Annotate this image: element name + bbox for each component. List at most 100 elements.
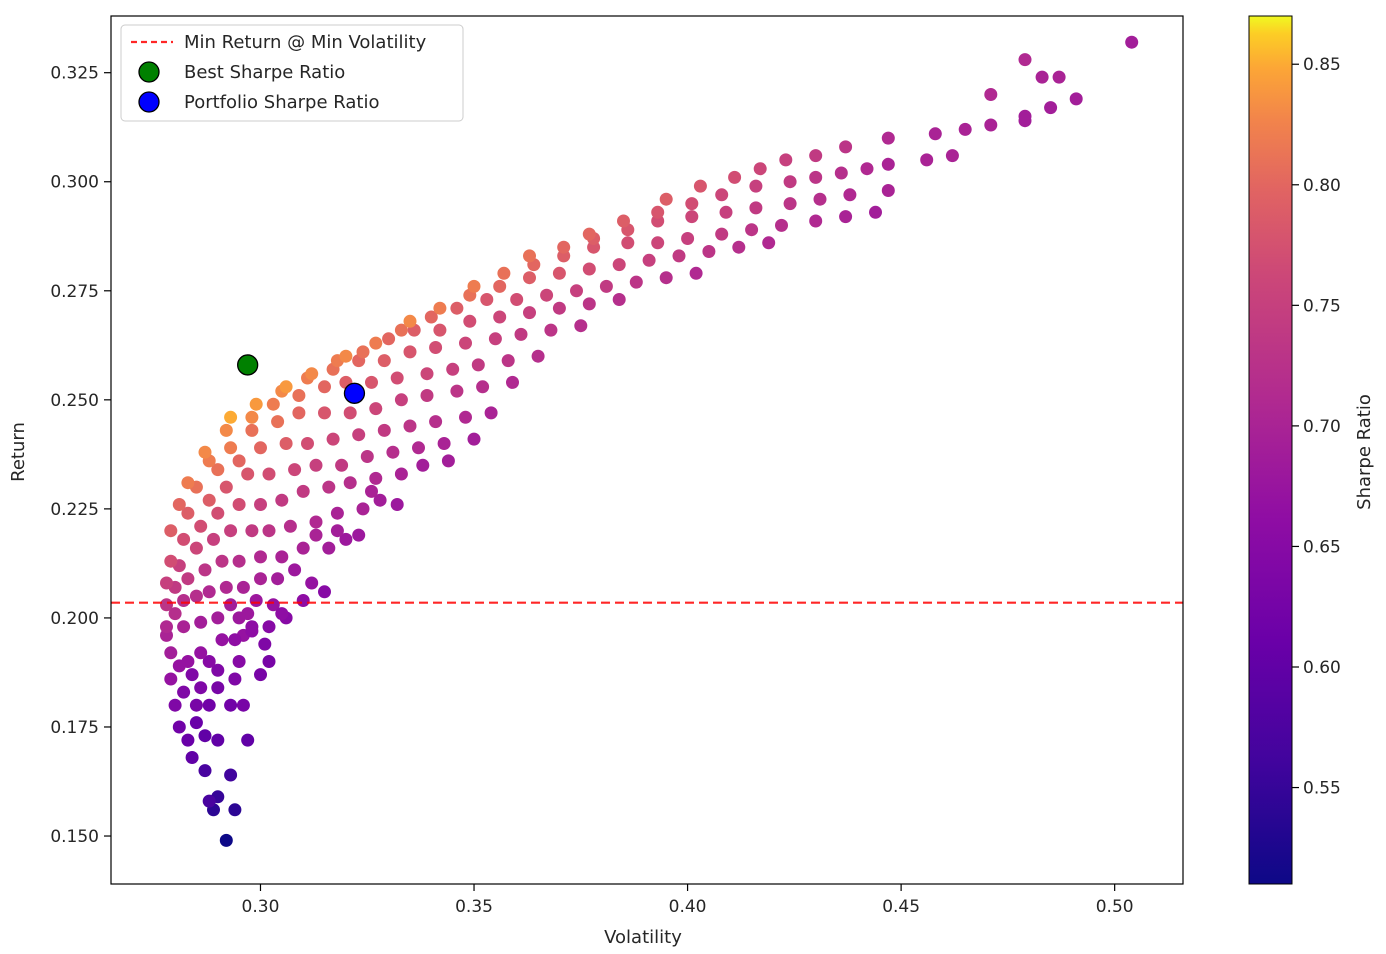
portfolio-point [283,519,297,533]
portfolio-point [984,88,998,101]
portfolio-point [254,498,267,511]
portfolio-point [702,245,716,258]
portfolio-point [984,118,998,132]
portfolio-point [510,293,524,306]
portfolio-point [531,349,545,363]
portfolio-point [1069,92,1083,106]
portfolio-point [296,484,310,498]
portfolio-point [441,454,455,468]
portfolio-point [459,336,472,350]
portfolio-point [181,572,195,586]
portfolio-point [352,528,366,542]
portfolio-point [245,423,259,437]
portfolio-point [215,633,229,647]
portfolio-point [860,162,874,176]
portfolio-point [506,375,519,389]
colorbar-label: Sharpe Ratio [1354,394,1375,510]
portfolio-point [202,585,216,599]
portfolio-point [262,524,276,538]
portfolio-point [330,506,344,520]
colorbar-tick-label: 0.80 [1303,176,1341,196]
portfolio-point [202,493,216,507]
portfolio-point [185,751,199,764]
portfolio-point [1052,70,1066,84]
portfolio-point [275,607,289,621]
portfolio-point [189,698,203,712]
portfolio-point [420,389,434,402]
portfolio-point [215,554,229,568]
portfolio-point [241,467,255,481]
portfolio-point [224,598,238,612]
portfolio-point [523,249,536,263]
portfolio-point [330,524,344,538]
portfolio-point [228,672,242,686]
y-tick-label: 0.325 [50,64,99,84]
portfolio-point [1018,53,1032,67]
portfolio-point [612,293,626,306]
portfolio-point [501,354,515,368]
portfolio-point [305,576,319,590]
portfolio-point [728,170,742,184]
colorbar-tick-label: 0.55 [1303,779,1341,799]
portfolio-point [360,450,374,463]
portfolio-point [241,733,255,747]
portfolio-point [540,288,554,302]
portfolio-point [271,572,285,586]
portfolio-point [467,432,481,446]
legend-portfolio-sharpe-label: Portfolio Sharpe Ratio [184,92,379,113]
portfolio-sharpe-marker [343,382,366,404]
portfolio-point [245,410,259,424]
legend: Min Return @ Min Volatility Best Sharpe … [120,24,464,122]
portfolio-point [928,127,942,141]
portfolio-point [279,437,293,450]
portfolio-point [211,681,225,695]
portfolio-point [168,607,182,621]
y-tick-label: 0.200 [50,609,99,629]
portfolio-point [258,637,272,651]
portfolio-point [189,541,203,555]
portfolio-point [869,205,882,219]
x-tick-label: 0.45 [882,897,920,917]
portfolio-point [177,685,191,699]
portfolio-point [659,271,673,285]
portfolio-point [232,554,246,568]
portfolio-point [523,306,536,320]
portfolio-point [164,524,178,538]
portfolio-point [459,410,472,424]
portfolio-point [834,166,848,180]
portfolio-point [339,532,353,546]
portfolio-point [753,162,767,176]
portfolio-point [476,380,490,394]
portfolio-point [177,594,191,607]
portfolio-point [181,655,195,668]
portfolio-point [424,310,438,324]
portfolio-point [254,550,267,564]
portfolio-point [809,170,823,184]
portfolio-point [181,506,195,520]
portfolio-point [369,336,383,350]
portfolio-point [305,367,319,381]
portfolio-point [843,188,857,202]
portfolio-point [681,232,695,245]
portfolio-point [450,301,464,315]
portfolio-point [839,210,853,224]
portfolio-point [514,327,528,341]
portfolio-point [224,768,238,782]
portfolio-point [403,419,417,433]
portfolio-point [813,192,827,206]
portfolio-point [945,149,959,163]
y-tick-label: 0.275 [50,282,99,302]
portfolio-point [570,284,583,298]
portfolio-point [202,655,216,668]
portfolio-point [497,266,511,280]
y-tick-label: 0.175 [50,718,99,738]
portfolio-point [369,471,383,485]
portfolio-point [557,240,571,254]
portfolio-point [745,223,759,237]
portfolio-point [881,157,895,171]
portfolio-point [249,397,263,411]
colorbar-tick-label: 0.75 [1303,296,1341,316]
portfolio-point [189,589,203,603]
portfolio-point [275,493,289,507]
portfolio-point [198,445,212,459]
